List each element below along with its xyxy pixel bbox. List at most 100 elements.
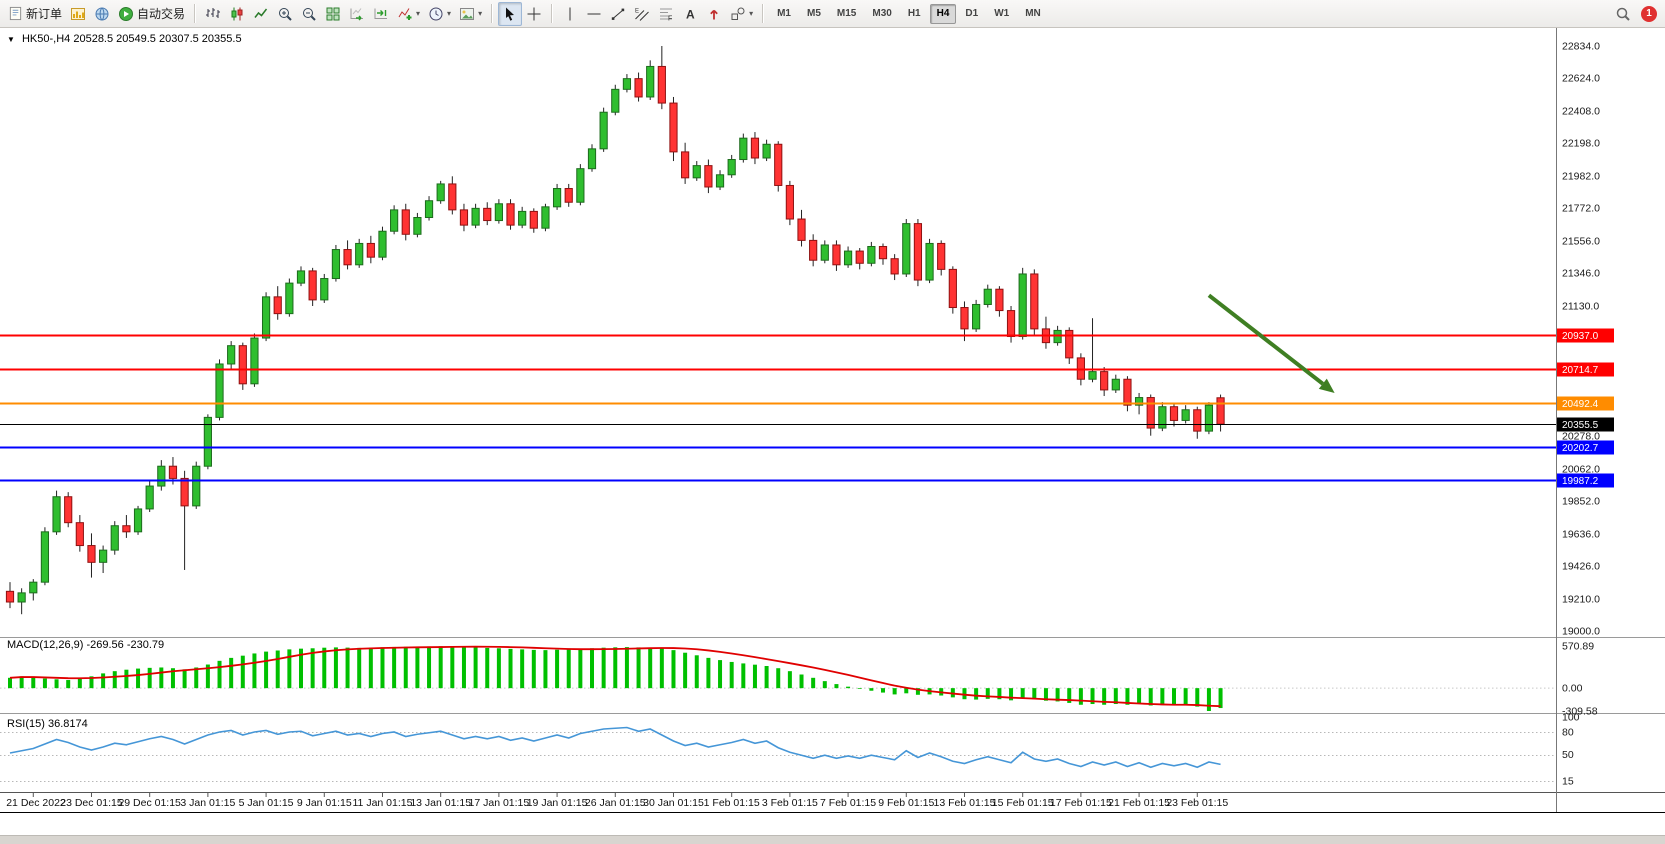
autotrading-play-icon: [119, 6, 134, 21]
trendline-button[interactable]: [606, 2, 630, 26]
svg-text:7 Feb 01:15: 7 Feb 01:15: [820, 797, 876, 809]
zoom-in-button[interactable]: [273, 2, 297, 26]
market-watch-button[interactable]: [90, 2, 114, 26]
vertical-line-button[interactable]: [558, 2, 582, 26]
search-icon: [1616, 7, 1630, 21]
chart-shift-button[interactable]: [369, 2, 393, 26]
trend-arrow-annotation[interactable]: [1207, 293, 1335, 393]
svg-text:22408.0: 22408.0: [1562, 106, 1600, 118]
toolbar-separator: [762, 4, 765, 23]
toolbar-separator: [194, 4, 197, 23]
svg-text:23 Feb 01:15: 23 Feb 01:15: [1166, 797, 1228, 809]
globe-icon: [95, 7, 109, 20]
dropdown-caret-icon: ▾: [478, 8, 483, 18]
svg-text:19210.0: 19210.0: [1562, 593, 1600, 605]
notification-badge[interactable]: 1: [1641, 5, 1657, 22]
arrow-object-button[interactable]: [702, 2, 726, 26]
timeframe-button-d1[interactable]: D1: [958, 4, 985, 24]
fibonacci-button[interactable]: F: [654, 2, 678, 26]
svg-text:-309.58: -309.58: [1562, 706, 1598, 718]
svg-text:21772.0: 21772.0: [1562, 203, 1600, 215]
svg-text:17 Feb 01:15: 17 Feb 01:15: [1050, 797, 1112, 809]
timeframe-button-m1[interactable]: M1: [770, 4, 798, 24]
timeframe-button-m5[interactable]: M5: [800, 4, 828, 24]
channel-icon: E: [635, 8, 649, 21]
toolbar-right-group: 1: [1611, 2, 1661, 26]
svg-text:20202.7: 20202.7: [1562, 443, 1599, 454]
svg-text:0.00: 0.00: [1562, 683, 1583, 695]
periods-button[interactable]: ▾: [424, 2, 455, 26]
svg-text:100: 100: [1562, 712, 1580, 724]
text-label-button[interactable]: A: [678, 2, 702, 26]
svg-text:50: 50: [1562, 749, 1574, 761]
timeframe-button-w1[interactable]: W1: [987, 4, 1016, 24]
autotrading-label: 自动交易: [137, 7, 186, 21]
chart-window: 20937.0 20714.7 20492.4 20355.5 20202.7 19987…: [0, 28, 1665, 844]
svg-text:19 Jan 01:15: 19 Jan 01:15: [527, 797, 588, 809]
zoom-in-icon: [279, 7, 292, 21]
svg-text:21 Dec 2022: 21 Dec 2022: [6, 797, 66, 809]
timeframe-button-mn[interactable]: MN: [1018, 4, 1048, 24]
price-scale[interactable]: 20937.0 20714.7 20492.4 20355.5 20202.7 19987…: [0, 28, 1665, 813]
candlestick-icon: [231, 7, 243, 20]
rsi-pane[interactable]: [0, 726, 1556, 782]
macd-pane[interactable]: [0, 645, 1556, 711]
price-pane[interactable]: [5, 46, 1225, 615]
svg-text:19636.0: 19636.0: [1562, 528, 1600, 540]
svg-text:19000.0: 19000.0: [1562, 626, 1600, 638]
svg-text:20355.5: 20355.5: [1562, 420, 1599, 431]
dropdown-caret-icon: ▾: [416, 8, 421, 18]
timeframe-button-h1[interactable]: H1: [901, 4, 928, 24]
svg-text:19852.0: 19852.0: [1562, 496, 1600, 508]
indicators-button[interactable]: ▾: [393, 2, 424, 26]
svg-text:13 Jan 01:15: 13 Jan 01:15: [410, 797, 471, 809]
timeframe-button-m30[interactable]: M30: [865, 4, 898, 24]
svg-text:21 Feb 01:15: 21 Feb 01:15: [1108, 797, 1170, 809]
main-toolbar: 新订单 自动交易: [0, 0, 1665, 28]
crosshair-button[interactable]: [522, 2, 546, 26]
svg-text:23 Dec 01:15: 23 Dec 01:15: [60, 797, 123, 809]
svg-text:29 Dec 01:15: 29 Dec 01:15: [118, 797, 181, 809]
zoom-out-button[interactable]: [297, 2, 321, 26]
quick-trade-collapse-icon[interactable]: ▼: [7, 35, 15, 44]
line-chart-icon: [254, 8, 268, 18]
search-button[interactable]: [1611, 2, 1635, 26]
line-chart-mode-button[interactable]: [249, 2, 273, 26]
svg-text:1 Feb 01:15: 1 Feb 01:15: [704, 797, 760, 809]
timeframe-button-m15[interactable]: M15: [830, 4, 863, 24]
shapes-icon: [731, 7, 745, 20]
svg-text:21346.0: 21346.0: [1562, 268, 1600, 280]
trendline-icon: [611, 8, 625, 20]
bar-chart-icon: [206, 7, 221, 18]
text-tool-icon: A: [686, 7, 695, 21]
svg-text:13 Feb 01:15: 13 Feb 01:15: [934, 797, 996, 809]
tile-windows-icon: [326, 7, 340, 20]
candlestick-mode-button[interactable]: [225, 2, 249, 26]
new-order-button[interactable]: 新订单: [4, 2, 66, 26]
horizontal-line-button[interactable]: [582, 2, 606, 26]
timeframe-button-h4[interactable]: H4: [929, 3, 957, 24]
svg-text:19426.0: 19426.0: [1562, 561, 1600, 573]
svg-text:21556.0: 21556.0: [1562, 236, 1600, 248]
svg-text:21130.0: 21130.0: [1562, 301, 1599, 313]
chart-canvas[interactable]: 20937.0 20714.7 20492.4 20355.5 20202.7 19987…: [0, 28, 1665, 844]
svg-text:26 Jan 01:15: 26 Jan 01:15: [585, 797, 646, 809]
bar-chart-mode-button[interactable]: [201, 2, 225, 26]
svg-text:22198.0: 22198.0: [1562, 138, 1600, 150]
auto-scroll-button[interactable]: [345, 2, 369, 26]
toolbar-separator: [491, 4, 494, 23]
equidistant-channel-button[interactable]: E: [630, 2, 654, 26]
templates-button[interactable]: ▾: [455, 2, 486, 26]
autotrading-button[interactable]: 自动交易: [114, 2, 189, 26]
zoom-out-icon: [303, 7, 316, 21]
cursor-button[interactable]: [498, 1, 523, 26]
charts-button[interactable]: [66, 2, 90, 26]
svg-text:A: A: [686, 7, 695, 21]
tile-windows-button[interactable]: [321, 2, 345, 26]
shapes-dropdown-button[interactable]: ▾: [726, 2, 757, 26]
svg-text:20492.4: 20492.4: [1562, 399, 1599, 410]
new-order-icon: [9, 6, 22, 21]
svg-text:22834.0: 22834.0: [1562, 41, 1600, 53]
svg-text:19987.2: 19987.2: [1562, 476, 1599, 487]
